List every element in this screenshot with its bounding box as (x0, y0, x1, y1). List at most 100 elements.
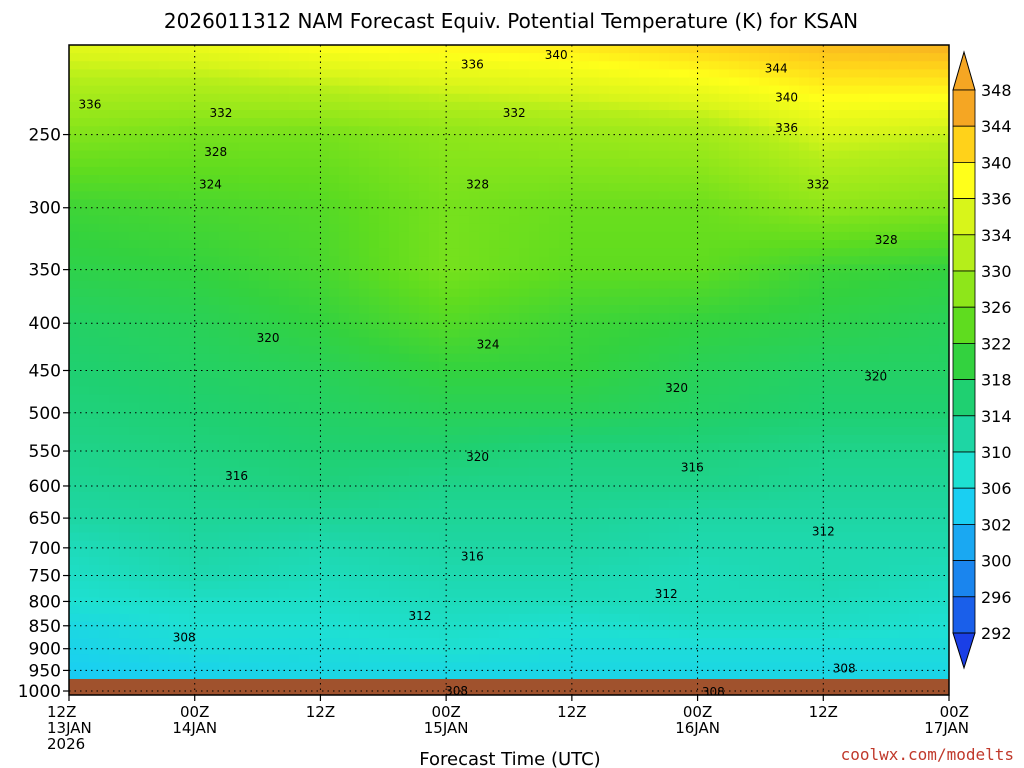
y-tick-label: 700 (29, 539, 61, 559)
contour-label: 312 (408, 609, 431, 623)
x-tick-label: 12Z (47, 703, 76, 721)
colorbar-swatch (952, 125, 976, 163)
colorbar-swatch (952, 524, 976, 562)
colorbar-swatch (952, 89, 976, 127)
colorbar-swatch (952, 415, 976, 453)
x-tick-label: 15JAN (424, 719, 469, 737)
colorbar-label: 340 (981, 153, 1012, 172)
x-tick-label: 17JAN (924, 719, 969, 737)
y-tick-label: 500 (29, 404, 61, 424)
x-tick-label: 00Z (940, 703, 969, 721)
colorbar-label: 322 (981, 334, 1012, 353)
contour-labels: 336 336 340 344 340 336 332 332 328 328 332 324 328 3… (78, 48, 898, 699)
contour-label: 332 (807, 177, 830, 191)
colorbar-label: 336 (981, 190, 1012, 209)
y-tick-label: 550 (29, 442, 61, 462)
y-tick-label: 650 (29, 509, 61, 529)
x-axis-label: Forecast Time (UTC) (419, 749, 600, 768)
x-tick-label: 12Z (557, 703, 586, 721)
colorbar-swatch (952, 596, 976, 634)
y-tick-label: 800 (29, 592, 61, 612)
colorbar-label: 326 (981, 298, 1012, 317)
field-fill (69, 45, 949, 695)
colorbar-label: 296 (981, 588, 1012, 607)
contour-label: 336 (775, 121, 798, 135)
colorbar-swatch (952, 379, 976, 417)
y-tick-label: 600 (29, 477, 61, 497)
colorbar-swatch (952, 234, 976, 272)
y-tick-label: 450 (29, 361, 61, 381)
contour-label: 332 (209, 106, 232, 120)
colorbar-label: 292 (981, 624, 1012, 643)
gridlines (69, 45, 949, 695)
contour-label: 320 (665, 381, 688, 395)
colorbar-swatch (952, 560, 976, 598)
contour-label: 316 (461, 549, 484, 563)
colorbar-label: 348 (981, 81, 1012, 100)
colorbar-under-triangle (952, 632, 976, 670)
x-tick-label: 16JAN (675, 719, 720, 737)
contour-label: 324 (477, 338, 500, 352)
x-tick-label: 2026 (47, 735, 85, 753)
contour-label: 332 (503, 106, 526, 120)
contour-label: 308 (833, 661, 856, 675)
contour-label: 340 (545, 48, 568, 62)
colorbar-label: 302 (981, 515, 1012, 534)
colorbar-label: 300 (981, 552, 1012, 571)
contour-label: 320 (466, 450, 489, 464)
y-axis: 250 300 350 400 450 500 550 600 650 700 750 800 850 9… (18, 126, 69, 702)
contour-label: 336 (78, 98, 101, 112)
x-tick-label: 00Z (180, 703, 209, 721)
colorbar: 348 344 340 336 334 330 326 322 318 314 310 306 302 3… (952, 50, 1012, 670)
colorbar-swatch (952, 487, 976, 525)
x-tick-label: 12Z (809, 703, 838, 721)
colorbar-over-triangle (952, 50, 976, 91)
contour-label: 340 (775, 91, 798, 105)
colorbar-swatch (952, 198, 976, 236)
x-tick-label: 14JAN (172, 719, 217, 737)
x-tick-label: 13JAN (47, 719, 92, 737)
contour-label: 328 (466, 177, 489, 191)
contour-label: 328 (875, 233, 898, 247)
contour-label: 328 (204, 145, 227, 159)
colorbar-label: 306 (981, 479, 1012, 498)
chart-title: 2026011312 NAM Forecast Equiv. Potential… (164, 9, 858, 33)
contour-label: 308 (173, 630, 196, 644)
contour-label: 320 (864, 370, 887, 384)
y-tick-label: 350 (29, 261, 61, 281)
ground-strip (69, 679, 949, 695)
colorbar-swatch (952, 306, 976, 344)
colorbar-label: 314 (981, 407, 1012, 426)
contour-label: 308 (702, 685, 725, 699)
x-tick-label: 00Z (431, 703, 460, 721)
contour-label: 324 (199, 177, 222, 191)
contour-label: 336 (461, 58, 484, 72)
y-tick-label: 250 (29, 126, 61, 146)
colorbar-label: 318 (981, 371, 1012, 390)
colorbar-swatch (952, 270, 976, 308)
colorbar-label: 334 (981, 226, 1012, 245)
contour-label: 312 (655, 587, 678, 601)
colorbar-label: 344 (981, 117, 1012, 136)
contour-label: 320 (257, 331, 280, 345)
y-tick-label: 850 (29, 617, 61, 637)
y-tick-label: 950 (29, 661, 61, 681)
colorbar-swatch (952, 161, 976, 199)
plot-area: 336 336 340 344 340 336 332 332 328 328 332 324 328 3… (69, 45, 949, 699)
contour-label: 344 (765, 61, 788, 75)
contour-label: 316 (225, 469, 248, 483)
x-tick-label: 12Z (306, 703, 335, 721)
colorbar-swatch (952, 451, 976, 489)
colorbar-swatch (952, 342, 976, 380)
colorbar-label: 330 (981, 262, 1012, 281)
x-tick-label: 00Z (683, 703, 712, 721)
y-tick-label: 1000 (18, 682, 61, 702)
contour-label: 312 (812, 524, 835, 538)
y-tick-label: 300 (29, 199, 61, 219)
contour-label: 316 (681, 460, 704, 474)
y-tick-label: 750 (29, 567, 61, 587)
y-tick-label: 400 (29, 314, 61, 334)
contour-label: 308 (445, 684, 468, 698)
